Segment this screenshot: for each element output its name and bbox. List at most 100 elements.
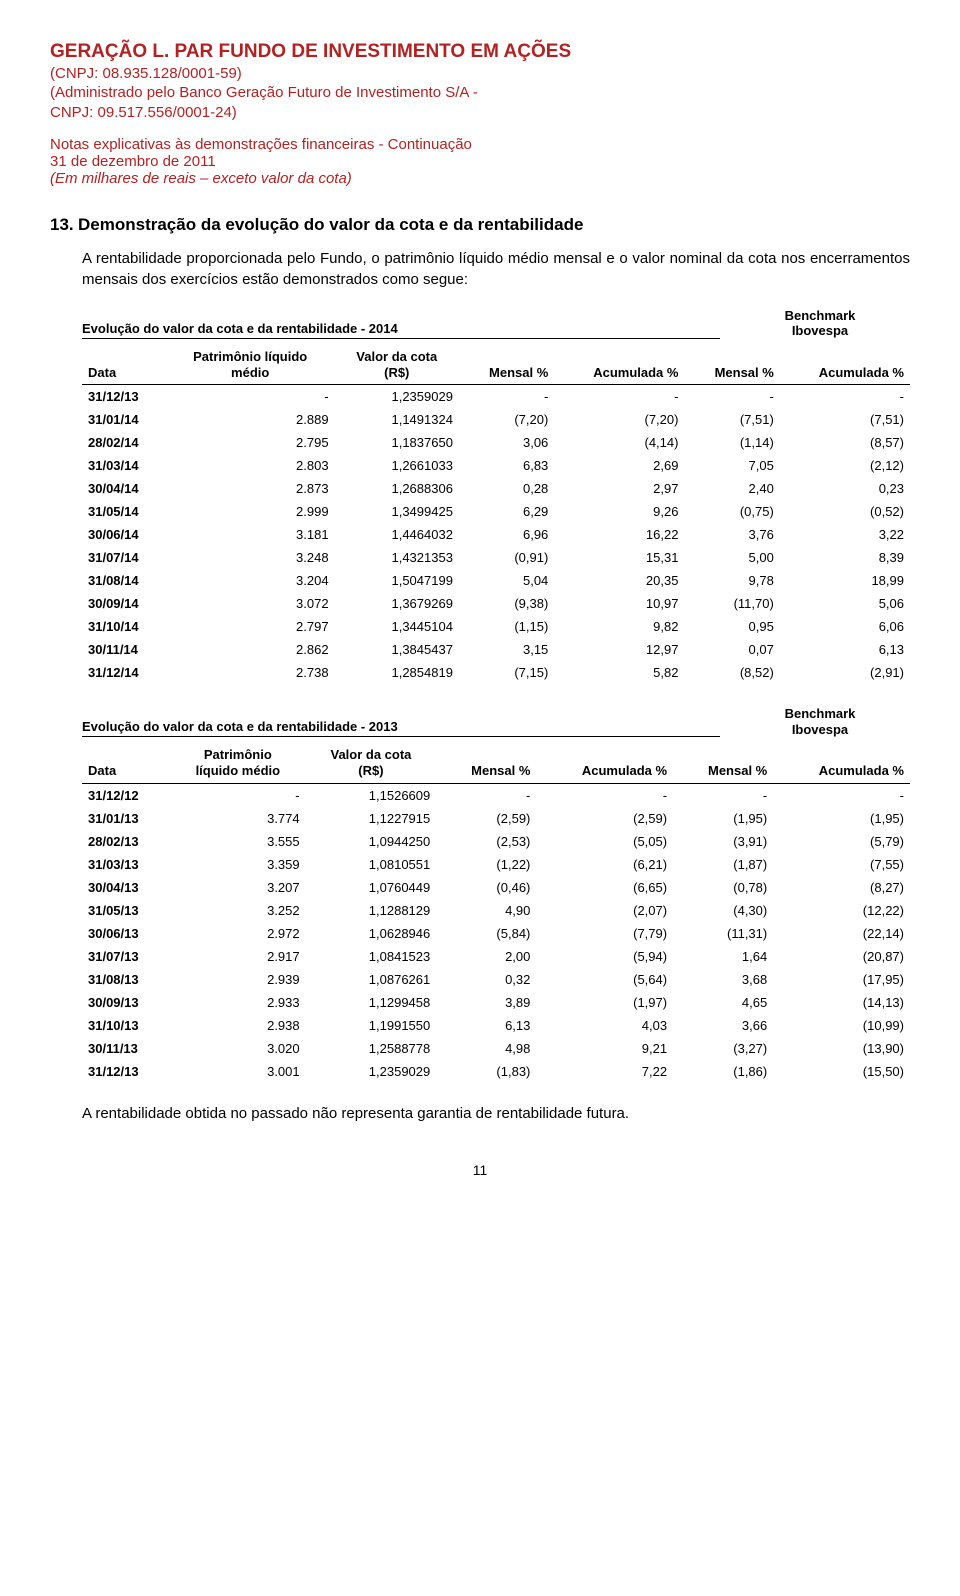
- table-cell: 1,0628946: [306, 922, 437, 945]
- table-cell: 5,06: [780, 592, 910, 615]
- table-cell: 1,2359029: [335, 385, 459, 409]
- cnpj-line: (CNPJ: 08.935.128/0001-59): [50, 64, 910, 84]
- table-cell: (9,38): [459, 592, 554, 615]
- table-cell: 31/10/13: [82, 1014, 170, 1037]
- table-row: 30/06/143.1811,44640326,9616,223,763,22: [82, 523, 910, 546]
- table-cell: 9,21: [536, 1037, 673, 1060]
- table-cell: 30/09/14: [82, 592, 166, 615]
- table-row: 30/09/143.0721,3679269(9,38)10,97(11,70)…: [82, 592, 910, 615]
- column-header: Data: [82, 743, 170, 783]
- table-cell: 1,0944250: [306, 830, 437, 853]
- table-cell: 16,22: [554, 523, 684, 546]
- section-body: A rentabilidade proporcionada pelo Fundo…: [82, 249, 910, 290]
- table-cell: 9,78: [684, 569, 779, 592]
- table-row: 31/05/142.9991,34994256,299,26(0,75)(0,5…: [82, 500, 910, 523]
- table-cell: 7,05: [684, 454, 779, 477]
- table-row: 31/12/142.7381,2854819(7,15)5,82(8,52)(2…: [82, 661, 910, 684]
- table-cell: 20,35: [554, 569, 684, 592]
- table-cell: (0,78): [673, 876, 773, 899]
- table-cell: (7,51): [780, 408, 910, 431]
- table-row: 30/09/132.9331,12994583,89(1,97)4,65(14,…: [82, 991, 910, 1014]
- table-cell: 31/07/14: [82, 546, 166, 569]
- table-cell: 30/04/13: [82, 876, 170, 899]
- table-row: 30/11/142.8621,38454373,1512,970,076,13: [82, 638, 910, 661]
- table-cell: (5,79): [773, 830, 910, 853]
- table-cell: (8,52): [684, 661, 779, 684]
- table-cell: 10,97: [554, 592, 684, 615]
- table-cell: -: [536, 783, 673, 807]
- table-cell: 4,90: [436, 899, 536, 922]
- table-row: 31/01/133.7741,1227915(2,59)(2,59)(1,95)…: [82, 807, 910, 830]
- admin-line-2: CNPJ: 09.517.556/0001-24): [50, 103, 910, 123]
- notes-line-3: (Em milhares de reais – exceto valor da …: [50, 170, 910, 187]
- table-cell: 2.999: [166, 500, 335, 523]
- table-cell: 2.933: [170, 991, 306, 1014]
- table-row: 31/03/133.3591,0810551(1,22)(6,21)(1,87)…: [82, 853, 910, 876]
- table-cell: 12,97: [554, 638, 684, 661]
- table-cell: 4,03: [536, 1014, 673, 1037]
- data-table: DataPatrimôniolíquido médioValor da cota…: [82, 743, 910, 1082]
- table-cell: 8,39: [780, 546, 910, 569]
- table-title: Evolução do valor da cota e da rentabili…: [82, 321, 720, 339]
- table-cell: 9,82: [554, 615, 684, 638]
- table-cell: 3,22: [780, 523, 910, 546]
- table-cell: 30/09/13: [82, 991, 170, 1014]
- table-cell: (2,07): [536, 899, 673, 922]
- table-cell: 1,1991550: [306, 1014, 437, 1037]
- table-cell: (7,15): [459, 661, 554, 684]
- table-cell: 1,0876261: [306, 968, 437, 991]
- table-cell: (0,91): [459, 546, 554, 569]
- table-cell: 7,22: [536, 1060, 673, 1083]
- table-cell: (22,14): [773, 922, 910, 945]
- column-header: Data: [82, 345, 166, 385]
- table-cell: (7,55): [773, 853, 910, 876]
- table-cell: 28/02/13: [82, 830, 170, 853]
- table-cell: 1,64: [673, 945, 773, 968]
- table-cell: 3.555: [170, 830, 306, 853]
- column-header: Mensal %: [459, 345, 554, 385]
- table-cell: 2,69: [554, 454, 684, 477]
- table-cell: 2.917: [170, 945, 306, 968]
- table-cell: (14,13): [773, 991, 910, 1014]
- table-cell: (0,46): [436, 876, 536, 899]
- table-cell: 31/05/14: [82, 500, 166, 523]
- table-cell: 3,89: [436, 991, 536, 1014]
- table-title: Evolução do valor da cota e da rentabili…: [82, 719, 720, 737]
- table-cell: 2.797: [166, 615, 335, 638]
- table-cell: 6,13: [436, 1014, 536, 1037]
- table-cell: 1,3445104: [335, 615, 459, 638]
- table-cell: 2,00: [436, 945, 536, 968]
- table-cell: 2.889: [166, 408, 335, 431]
- table-cell: 1,2359029: [306, 1060, 437, 1083]
- table-cell: 2,40: [684, 477, 779, 500]
- table-cell: (2,59): [436, 807, 536, 830]
- table-cell: 3.207: [170, 876, 306, 899]
- table-cell: 1,0760449: [306, 876, 437, 899]
- table-cell: (10,99): [773, 1014, 910, 1037]
- table-row: 28/02/142.7951,18376503,06(4,14)(1,14)(8…: [82, 431, 910, 454]
- table-cell: -: [773, 783, 910, 807]
- column-header: Mensal %: [436, 743, 536, 783]
- table-cell: (0,75): [684, 500, 779, 523]
- footer-note: A rentabilidade obtida no passado não re…: [82, 1105, 910, 1122]
- table-cell: (4,30): [673, 899, 773, 922]
- table-cell: 0,23: [780, 477, 910, 500]
- section-heading: 13.Demonstração da evolução do valor da …: [50, 215, 910, 235]
- admin-line-1: (Administrado pelo Banco Geração Futuro …: [50, 83, 910, 103]
- table-row: 31/12/12-1,1526609----: [82, 783, 910, 807]
- table-cell: 1,4464032: [335, 523, 459, 546]
- table-row: 31/03/142.8031,26610336,832,697,05(2,12): [82, 454, 910, 477]
- table-row: 31/08/143.2041,50471995,0420,359,7818,99: [82, 569, 910, 592]
- table-cell: (1,15): [459, 615, 554, 638]
- table-cell: (6,65): [536, 876, 673, 899]
- table-cell: 6,29: [459, 500, 554, 523]
- table-cell: 1,0841523: [306, 945, 437, 968]
- column-header: Acumulada %: [536, 743, 673, 783]
- table-cell: 31/08/14: [82, 569, 166, 592]
- table-row: 31/08/132.9391,08762610,32(5,64)3,68(17,…: [82, 968, 910, 991]
- section-number: 13.: [50, 215, 78, 235]
- table-cell: 3.020: [170, 1037, 306, 1060]
- table-row: 31/05/133.2521,12881294,90(2,07)(4,30)(1…: [82, 899, 910, 922]
- table-cell: 6,83: [459, 454, 554, 477]
- table-cell: -: [780, 385, 910, 409]
